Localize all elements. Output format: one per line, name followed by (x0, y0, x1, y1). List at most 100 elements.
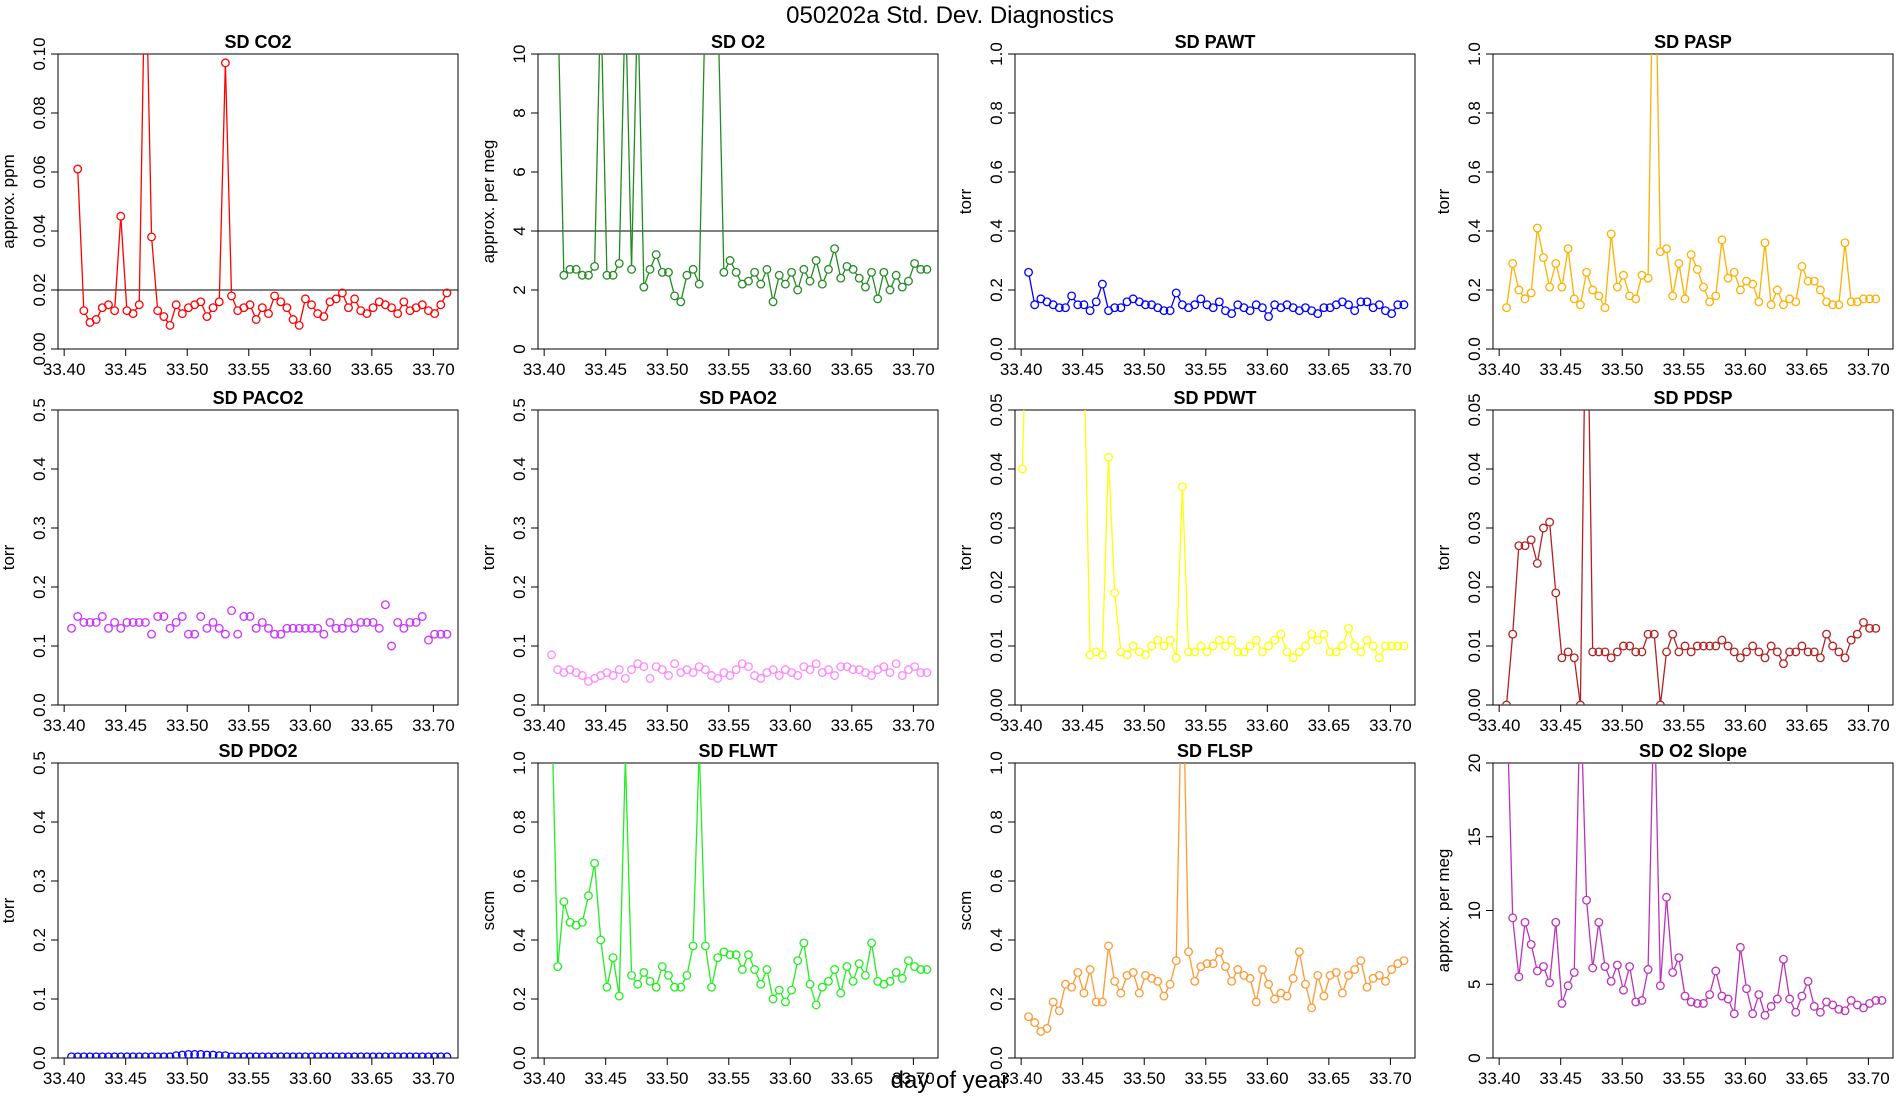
series-segment (85, 314, 89, 320)
data-point (1153, 635, 1163, 645)
series-segment (1170, 296, 1176, 307)
y-tick-label: 0.08 (30, 96, 49, 129)
series-segment (1299, 955, 1306, 981)
data-point (620, 674, 630, 683)
series-segment (201, 305, 206, 313)
data-point (1545, 282, 1555, 292)
y-axis-label: torr (1434, 544, 1453, 570)
data-point (85, 1052, 95, 1058)
series-segment (1544, 970, 1549, 980)
series-segment (1165, 987, 1169, 993)
series-segment (1624, 279, 1630, 293)
series-segment (1742, 284, 1745, 287)
series-segment (798, 946, 804, 957)
y-axis-label: torr (1434, 188, 1453, 214)
plot-area (67, 600, 452, 651)
data-point (1791, 297, 1801, 307)
data-point (756, 279, 766, 289)
x-tick-label: 33.50 (1601, 716, 1644, 735)
y-tick-label: 0.1 (30, 987, 49, 1011)
data-point (1356, 956, 1366, 966)
series-segment (1306, 637, 1311, 643)
data-point (257, 303, 267, 313)
data-point (1705, 297, 1715, 307)
series-segment (639, 975, 643, 981)
series-segment (232, 299, 237, 308)
data-point (1828, 1000, 1838, 1010)
series-segment (147, 54, 153, 233)
data-point (645, 264, 655, 274)
series-segment (1121, 979, 1127, 990)
data-point (270, 1052, 280, 1058)
data-point (744, 950, 753, 960)
data-point (1344, 300, 1353, 310)
data-point (1202, 647, 1212, 657)
x-tick-label: 33.65 (1786, 360, 1829, 379)
data-point (399, 297, 409, 307)
data-point (897, 973, 907, 983)
data-point (1116, 988, 1126, 998)
series-segment (668, 276, 675, 292)
data-point (1508, 259, 1518, 268)
data-point (1153, 976, 1163, 986)
data-point (1612, 647, 1622, 657)
x-tick-label: 33.40 (523, 716, 566, 735)
series-segment (1673, 637, 1679, 649)
data-point (608, 671, 618, 680)
y-tick-label: 0.0 (30, 693, 49, 717)
series-segment (1257, 643, 1262, 649)
series-segment (1684, 258, 1692, 295)
y-tick-label: 0.0 (987, 1046, 1006, 1070)
data-point (1600, 303, 1610, 313)
data-point (1766, 1001, 1776, 1011)
data-point (1865, 623, 1875, 633)
series-segment (1759, 998, 1765, 1012)
data-point (239, 612, 249, 621)
data-point (1631, 997, 1641, 1007)
data-point (196, 297, 206, 307)
data-point (565, 264, 575, 274)
data-point (1282, 991, 1292, 1001)
data-point (97, 1052, 107, 1058)
data-point (1563, 981, 1573, 991)
data-point (824, 976, 833, 986)
series-segment (557, 905, 565, 963)
data-point (1520, 541, 1530, 551)
data-point (1606, 976, 1616, 986)
x-tick-label: 33.55 (1184, 1069, 1227, 1088)
series-segment (1844, 246, 1852, 298)
data-point (897, 282, 907, 292)
data-point (1514, 541, 1524, 551)
data-point (97, 612, 107, 621)
data-point (688, 264, 698, 274)
series-segment (269, 299, 274, 310)
y-tick-label: 0.4 (510, 457, 529, 481)
data-point (1270, 635, 1280, 645)
data-point (442, 1052, 452, 1058)
y-tick-label: 0.05 (987, 393, 1006, 426)
x-tick-label: 33.60 (289, 360, 332, 379)
data-point (196, 612, 206, 621)
series-segment (1642, 973, 1648, 997)
x-tick-label: 33.40 (1478, 360, 1521, 379)
data-point (1575, 300, 1585, 310)
x-tick-label: 33.70 (892, 1069, 935, 1088)
data-point (1637, 996, 1647, 1005)
data-point (91, 617, 101, 627)
x-tick-label: 33.60 (1246, 716, 1289, 735)
data-point (1122, 650, 1132, 660)
data-point (1294, 647, 1304, 657)
data-point (657, 665, 667, 675)
data-point (627, 264, 636, 274)
series-segment (1175, 490, 1183, 654)
plot-area (1502, 410, 1881, 705)
data-point (707, 982, 716, 992)
data-point (548, 700, 556, 708)
series-segment (1734, 276, 1740, 287)
data-point (817, 279, 827, 289)
data-point (387, 303, 396, 313)
data-point (916, 965, 926, 974)
data-point (1539, 253, 1548, 262)
data-point (1184, 947, 1193, 957)
data-point (1834, 1004, 1844, 1014)
